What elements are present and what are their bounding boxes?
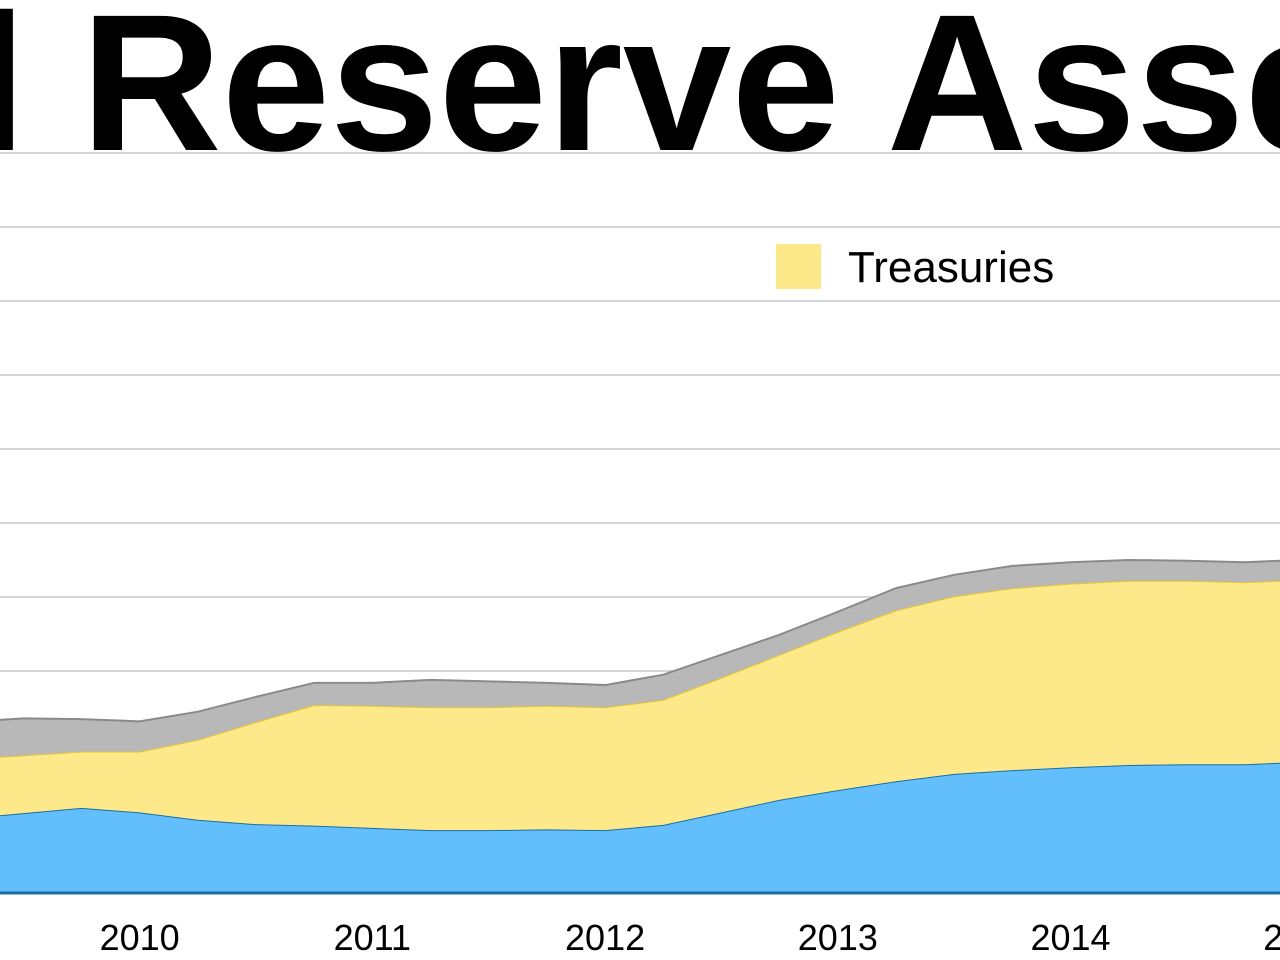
- x-tick-label: 2015: [1263, 917, 1280, 958]
- plot: [0, 152, 1280, 895]
- x-tick-label: 2012: [565, 917, 645, 958]
- legend-swatch: [776, 244, 821, 289]
- area-edge: [0, 558, 1280, 723]
- chart-title: Federal Reserve Assets: [0, 0, 1280, 192]
- area: [0, 560, 1280, 757]
- x-tick-label: 2010: [100, 917, 180, 958]
- x-tick-label: 2014: [1030, 917, 1110, 958]
- x-tick-label: 2011: [334, 917, 411, 958]
- x-tick-label: 2013: [798, 917, 878, 958]
- area-edge: [0, 761, 1280, 832]
- legend-label: Treasuries: [848, 243, 1054, 292]
- area: [0, 580, 1280, 831]
